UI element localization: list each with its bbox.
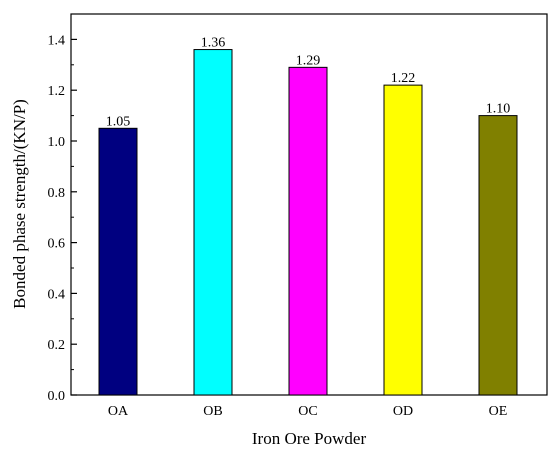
- data-label: 1.05: [106, 114, 131, 129]
- data-label: 1.36: [201, 36, 226, 51]
- bar-oc: [288, 66, 328, 396]
- y-tick-label: 0.8: [48, 186, 66, 201]
- bar-ob: [193, 49, 233, 396]
- bar-od: [383, 84, 423, 396]
- data-labels-group: 1.05 1.36 1.29 1.22 1.10: [106, 36, 511, 130]
- data-label: 1.10: [486, 102, 511, 117]
- x-tick-label: OD: [393, 404, 413, 419]
- x-axis-title: Iron Ore Powder: [252, 429, 367, 448]
- y-axis: 0.0 0.2 0.4 0.6 0.8 1.0 1.2 1.4: [48, 33, 77, 404]
- bar-oe: [478, 115, 518, 396]
- y-tick-label: 1.4: [48, 33, 66, 48]
- bar-oa: [98, 127, 138, 396]
- x-tick-label: OB: [203, 404, 222, 419]
- x-tick-label: OE: [489, 404, 508, 419]
- y-tick-label: 0.6: [48, 237, 66, 252]
- y-tick-label: 0.0: [48, 389, 66, 404]
- x-axis: OA OB OC OD OE: [108, 389, 507, 419]
- y-tick-label: 1.0: [48, 135, 66, 150]
- data-label: 1.29: [296, 53, 321, 68]
- bars-group: [98, 49, 518, 396]
- x-tick-label: OA: [108, 404, 129, 419]
- y-tick-label: 1.2: [48, 84, 66, 99]
- data-label: 1.22: [391, 71, 416, 86]
- y-axis-title: Bonded phase strength/(KN/P): [10, 99, 29, 309]
- x-tick-label: OC: [298, 404, 317, 419]
- y-tick-label: 0.4: [48, 287, 66, 302]
- y-tick-label: 0.2: [48, 338, 66, 353]
